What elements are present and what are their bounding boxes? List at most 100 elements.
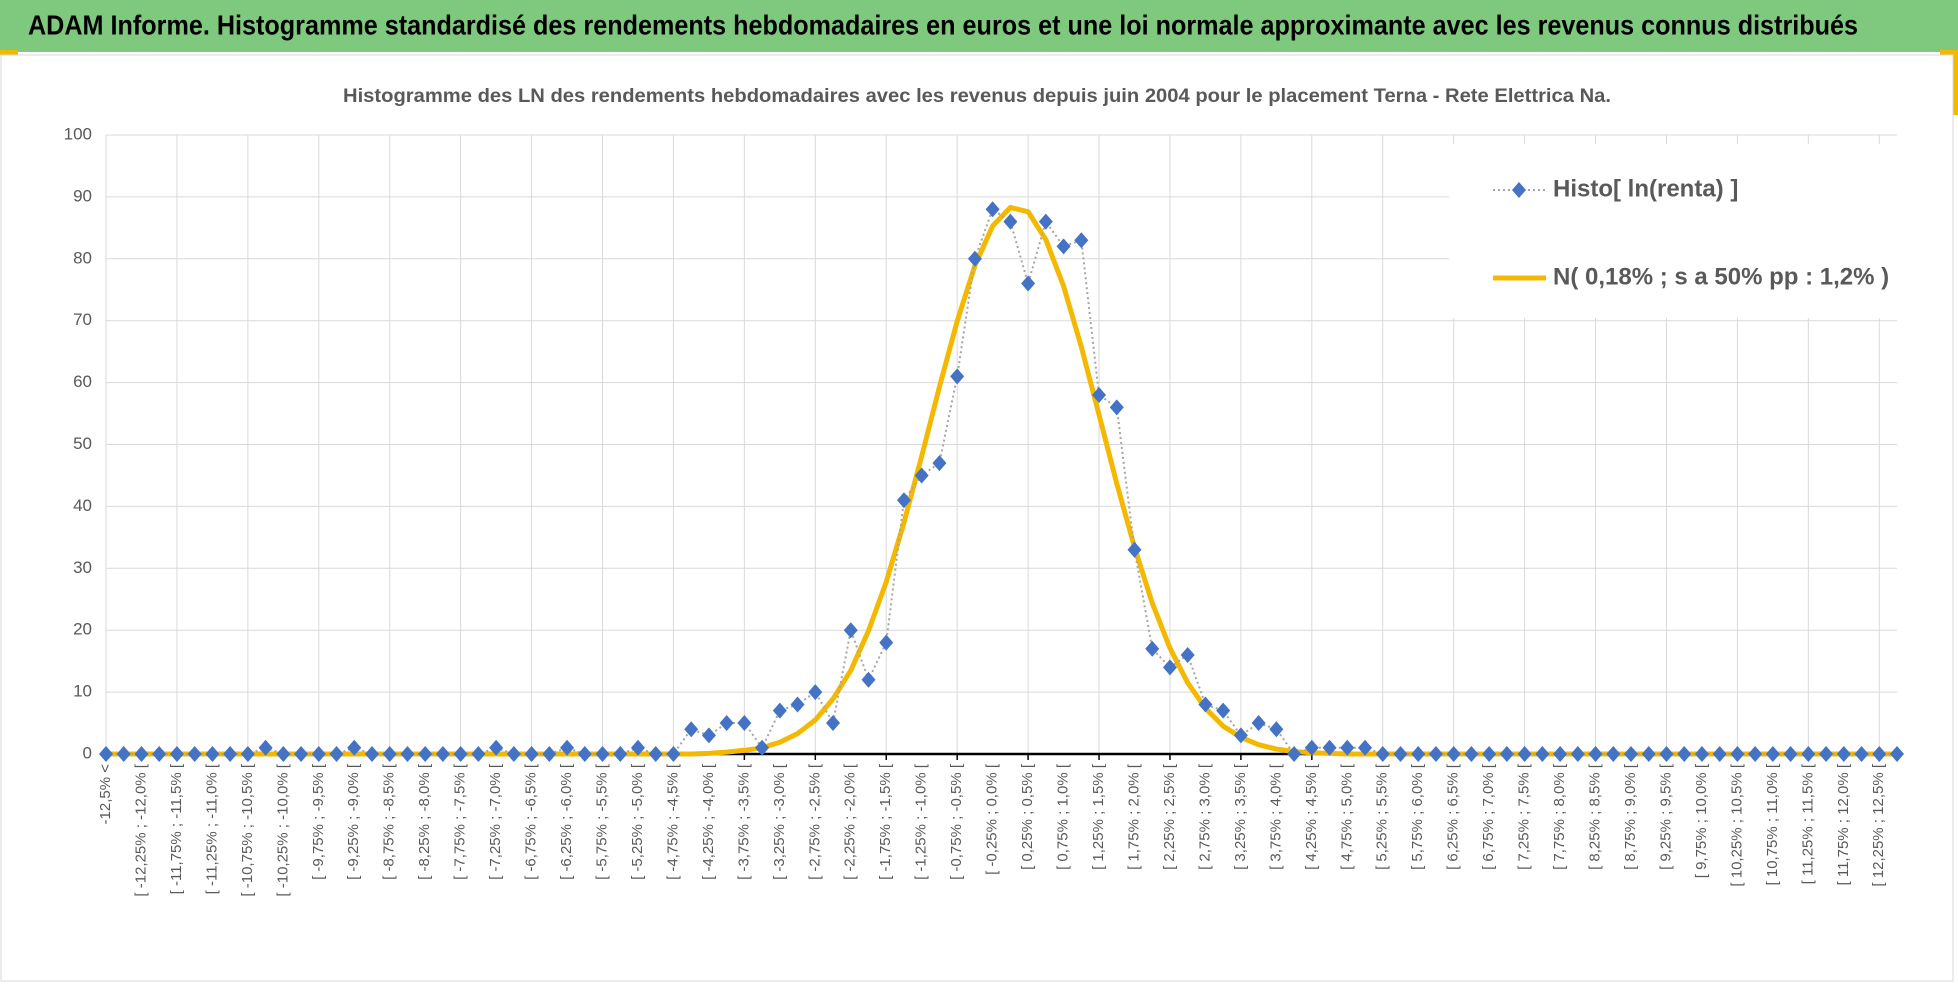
x-tick-label: [ 7,25% ; 7,5% [ — [1516, 763, 1533, 870]
marker — [861, 671, 876, 688]
marker — [1765, 746, 1780, 762]
marker — [542, 746, 557, 762]
marker — [1340, 739, 1355, 756]
marker — [1819, 746, 1834, 762]
marker — [772, 702, 787, 719]
x-tick-label: [ 3,25% ; 3,5% [ — [1232, 763, 1249, 870]
marker — [808, 684, 823, 701]
x-tick-label: [ -1,75% ; -1,5% [ — [877, 763, 894, 880]
marker — [684, 721, 699, 738]
x-tick-label: [ 11,25% ; 11,5% [ — [1799, 763, 1816, 884]
x-tick-label: [ -10,75% ; -10,5% [ — [239, 763, 256, 896]
marker — [1446, 746, 1461, 762]
marker — [1836, 746, 1851, 762]
marker — [843, 622, 858, 639]
x-tick-label: [ -11,25% ; -11,0% [ — [203, 763, 220, 894]
y-tick-label: 0 — [83, 743, 92, 762]
marker — [1553, 746, 1568, 762]
x-tick-label: [ 9,25% ; 9,5% [ — [1657, 763, 1674, 870]
marker — [577, 746, 592, 762]
marker — [311, 746, 326, 762]
x-tick-label: [ 10,25% ; 10,5% [ — [1728, 763, 1745, 886]
marker — [1287, 746, 1302, 762]
x-tick-label: [ 9,75% ; 10,0% [ — [1693, 763, 1710, 878]
x-tick-label: [ -6,75% ; -6,5% [ — [523, 763, 540, 880]
x-tick-label: [ -7,25% ; -7,0% [ — [487, 763, 504, 880]
marker — [595, 746, 610, 762]
marker — [1783, 746, 1798, 762]
marker — [506, 746, 521, 762]
y-tick-label: 100 — [64, 124, 92, 143]
marker — [1730, 746, 1745, 762]
x-tick-label: [ -9,25% ; -9,0% [ — [345, 763, 362, 880]
marker — [1393, 746, 1408, 762]
x-tick-label: [ 6,25% ; 6,5% [ — [1445, 763, 1462, 870]
marker — [1038, 213, 1053, 230]
y-tick-label: 20 — [73, 620, 92, 639]
x-tick-label: [ -12,25% ; -12,0% [ — [132, 763, 149, 896]
chart-title: Histogramme des LN des rendements hebdom… — [343, 86, 1611, 107]
marker — [914, 467, 929, 484]
plot — [99, 201, 1904, 762]
legend-label: Histo[ ln(renta) ] — [1553, 175, 1738, 202]
marker — [1694, 746, 1709, 762]
marker — [453, 746, 468, 762]
marker — [1588, 746, 1603, 762]
marker — [755, 739, 770, 756]
marker — [1358, 739, 1373, 756]
marker — [1145, 640, 1160, 657]
marker — [1890, 746, 1904, 762]
marker — [1606, 746, 1621, 762]
marker — [1464, 746, 1479, 762]
marker — [364, 746, 379, 762]
marker — [187, 746, 202, 762]
x-tick-label: [ -2,75% ; -2,5% [ — [806, 763, 823, 880]
marker — [1854, 746, 1869, 762]
x-tick-label: [ -2,25% ; -2,0% [ — [842, 763, 859, 880]
corner-accent — [1940, 50, 1958, 55]
x-tick-label: [ -9,75% ; -9,5% [ — [310, 763, 327, 880]
marker — [1003, 213, 1018, 230]
marker — [258, 739, 273, 756]
marker — [879, 634, 894, 651]
marker — [1411, 746, 1426, 762]
grid: 0 10 20 30 40 50 60 70 80 90 100 -12,5% < [ -12,25% … — [64, 124, 1897, 897]
marker — [400, 746, 415, 762]
marker — [1517, 746, 1532, 762]
marker — [701, 727, 716, 744]
x-tick-label: [ 3,75% ; 4,0% [ — [1267, 763, 1284, 870]
marker — [382, 746, 397, 762]
marker — [1428, 746, 1443, 762]
marker — [1304, 739, 1319, 756]
x-tick-label: [ 7,75% ; 8,0% [ — [1551, 763, 1568, 870]
marker — [1659, 746, 1674, 762]
marker — [1109, 399, 1124, 416]
marker — [950, 368, 965, 385]
legend: Histo[ ln(renta) ] N( 0,18% ; s a 50% pp … — [1449, 144, 1897, 318]
x-tick-label: [ 2,25% ; 2,5% [ — [1161, 763, 1178, 870]
x-tick-label: [ 4,25% ; 4,5% [ — [1303, 763, 1320, 870]
x-tick-label: [ -0,75% ; -0,5% [ — [948, 763, 965, 880]
marker — [1021, 275, 1036, 292]
marker — [329, 746, 344, 762]
x-tick-label: [ 11,75% ; 12,0% [ — [1835, 763, 1852, 885]
marker — [1162, 659, 1177, 676]
marker — [1482, 746, 1497, 762]
x-tick-label: [ 0,25% ; 0,5% [ — [1019, 763, 1036, 870]
marker — [418, 746, 433, 762]
marker — [240, 746, 255, 762]
marker — [630, 739, 645, 756]
marker — [1269, 721, 1284, 738]
x-tick-label: [ -7,75% ; -7,5% [ — [452, 763, 469, 880]
marker — [1216, 702, 1231, 719]
marker — [524, 746, 539, 762]
x-tick-label: [ -4,25% ; -4,0% [ — [700, 763, 717, 880]
marker — [152, 746, 167, 762]
marker — [471, 746, 486, 762]
marker — [1872, 746, 1887, 762]
marker — [116, 746, 131, 762]
x-tick-label: [ -8,25% ; -8,0% [ — [416, 763, 433, 880]
marker — [719, 715, 734, 732]
y-tick-label: 10 — [73, 682, 92, 701]
marker — [1375, 746, 1390, 762]
